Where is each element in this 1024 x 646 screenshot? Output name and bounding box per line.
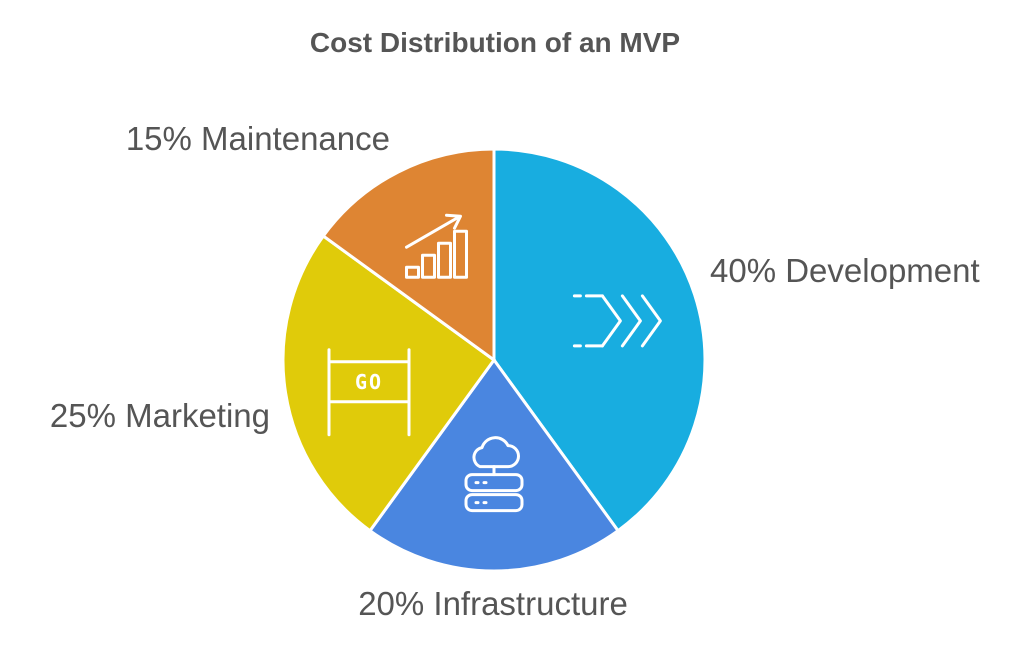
slice-label-maintenance: 15% Maintenance — [126, 120, 390, 157]
go-sign-icon: GO — [327, 348, 411, 437]
pie-slice-marketing — [281, 233, 497, 533]
svg-text:GO: GO — [355, 370, 383, 394]
double-chevron-right-icon — [572, 294, 662, 348]
slice-label-infrastructure: 20% Infrastructure — [358, 585, 628, 622]
pie-slice-maintenance — [321, 147, 496, 363]
slice-label-development: 40% Development — [710, 252, 980, 289]
chart-title: Cost Distribution of an MVP — [310, 27, 680, 58]
slice-label-marketing: 25% Marketing — [50, 397, 270, 434]
pie-slices — [281, 147, 707, 573]
cloud-server-icon — [464, 436, 524, 513]
slice-icons: GO — [327, 213, 662, 513]
pie-slice-development — [492, 147, 707, 533]
growth-chart-icon — [405, 213, 468, 279]
